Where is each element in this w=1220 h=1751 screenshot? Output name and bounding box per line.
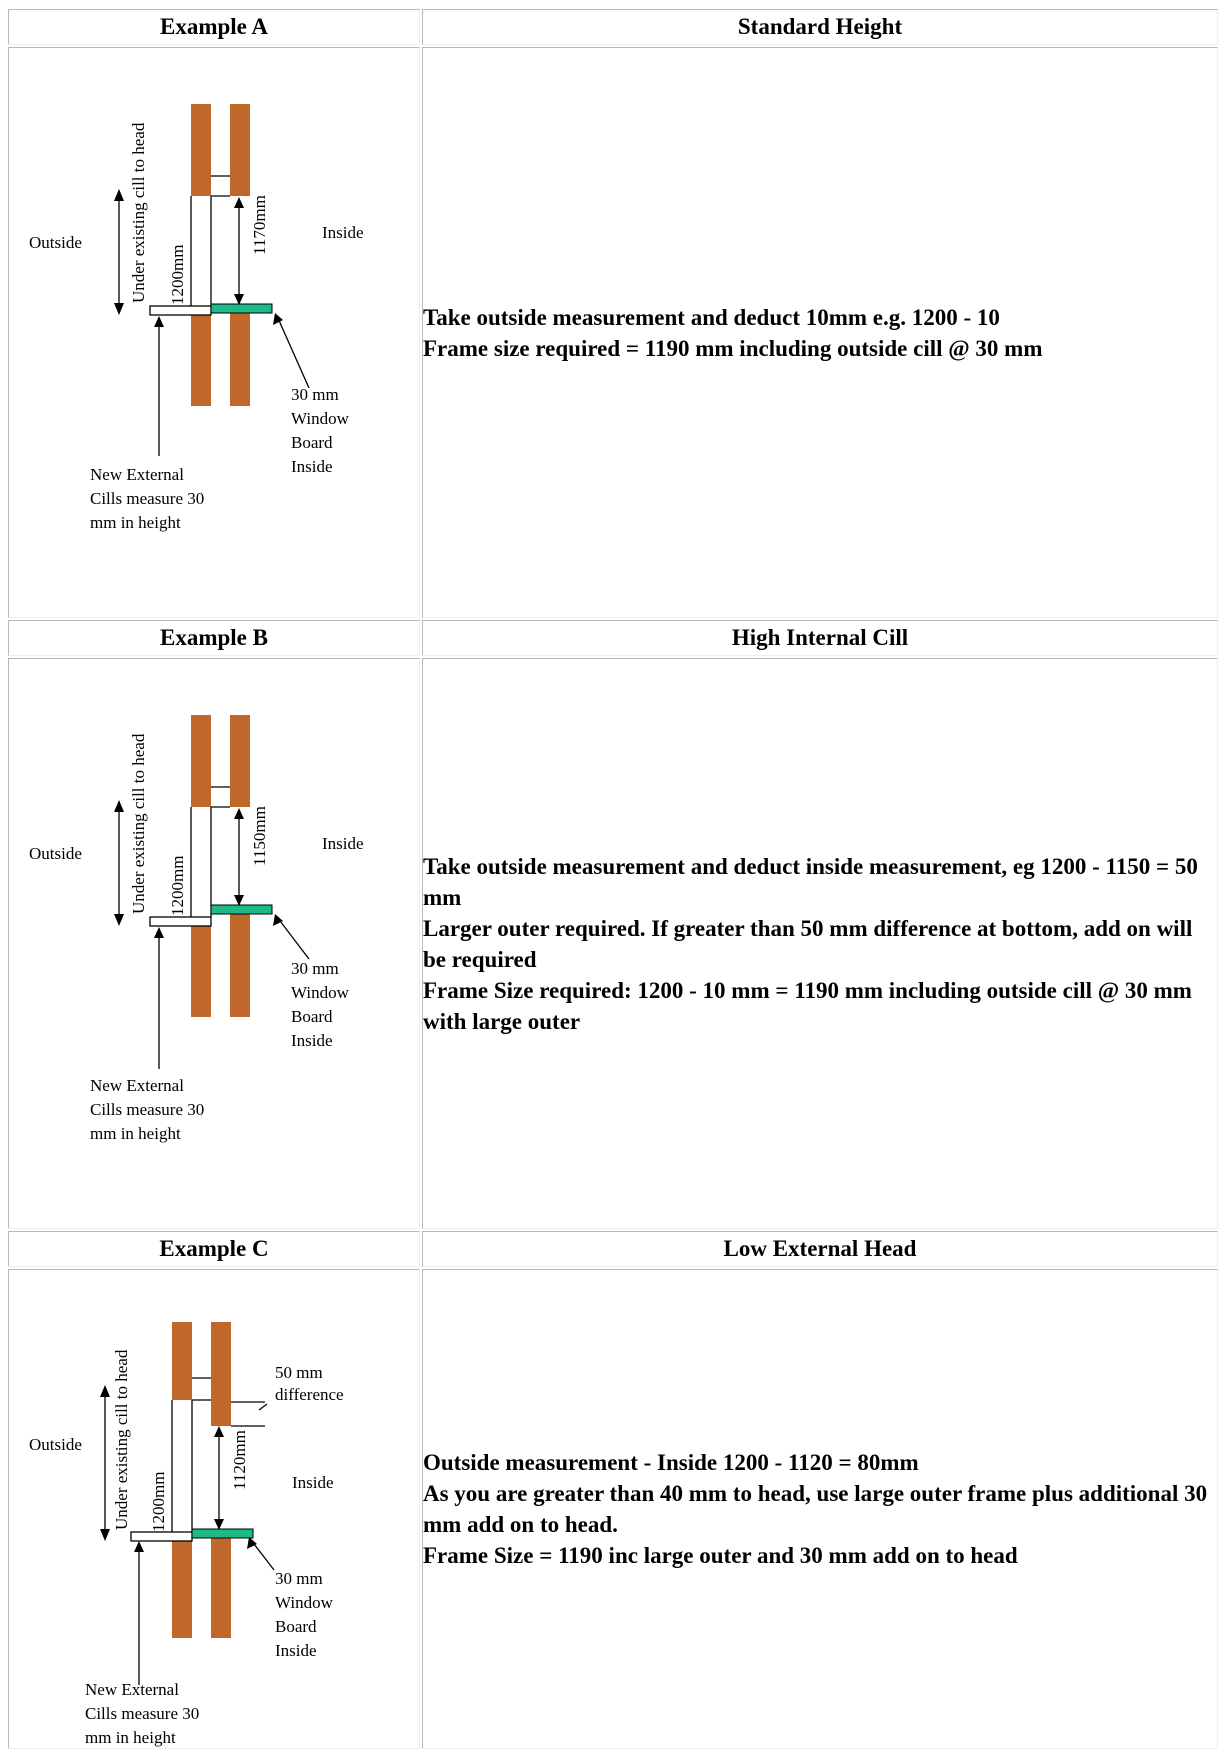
window-measurement-table: Example A Standard Height — [6, 7, 1220, 1751]
wall-inner-top — [230, 104, 250, 196]
instruction-line: Frame Size = 1190 inc large outer and 30… — [423, 1543, 1018, 1568]
inside-label: Inside — [292, 1473, 334, 1492]
section-c-body-row: Under existing cill to head 1200mm 1120m… — [8, 1269, 1218, 1749]
instruction-line: Frame Size required: 1200 - 10 mm = 1190… — [423, 977, 1192, 1034]
instruction-line: Outside measurement - Inside 1200 - 1120… — [423, 1450, 919, 1475]
outside-label: Outside — [29, 1435, 82, 1454]
cill-note-2: Cills measure 30 — [90, 1100, 204, 1119]
cill-note-3: mm in height — [90, 513, 181, 532]
instruction-line: Take outside measurement and deduct 10mm… — [423, 304, 1000, 330]
board-note-4: Inside — [291, 1031, 333, 1050]
inside-label: Inside — [322, 223, 364, 242]
board-note-3: Board — [291, 1007, 333, 1026]
wall-inner-bottom — [211, 1538, 231, 1638]
high-internal-cill-instructions: Take outside measurement and deduct insi… — [422, 658, 1218, 1229]
outside-dimension: 1200mm — [168, 856, 187, 916]
vertical-label: Under existing cill to head — [129, 122, 148, 303]
cill-note-2: Cills measure 30 — [85, 1704, 199, 1723]
example-a-diagram-cell: Under existing cill to head 1200mm 1170m… — [8, 47, 420, 618]
wall-outer-top — [191, 104, 211, 196]
instruction-line: Larger outer required. If greater than 5… — [423, 915, 1193, 972]
cill-note-3: mm in height — [90, 1124, 181, 1143]
example-c-heading: Example C — [8, 1231, 420, 1267]
instruction-line: Take outside measurement and deduct insi… — [423, 853, 1198, 910]
difference-note-1: 50 mm — [275, 1363, 323, 1382]
board-note-1: 30 mm — [291, 385, 339, 404]
outside-label: Outside — [29, 233, 82, 252]
diagram-b: Under existing cill to head 1200mm 1150m… — [29, 715, 364, 1143]
cill-note-1: New External — [85, 1680, 179, 1699]
outside-dimension: 1200mm — [168, 245, 187, 305]
section-a-body-row: Under existing cill to head 1200mm 1170m… — [8, 47, 1218, 618]
cill-note-1: New External — [90, 1076, 184, 1095]
wall-inner-top — [230, 715, 250, 807]
cill-note-1: New External — [90, 465, 184, 484]
board-note-2: Window — [291, 983, 350, 1002]
board-note-1: 30 mm — [275, 1569, 323, 1588]
high-internal-cill-heading: High Internal Cill — [422, 620, 1218, 656]
wall-inner-bottom — [230, 911, 250, 1017]
wall-outer-top — [191, 715, 211, 807]
diagram-c: Under existing cill to head 1200mm 1120m… — [29, 1322, 344, 1747]
vertical-label: Under existing cill to head — [112, 1349, 131, 1530]
example-c-diagram-cell: Under existing cill to head 1200mm 1120m… — [8, 1269, 420, 1749]
board-note-3: Board — [275, 1617, 317, 1636]
inside-dimension: 1150mm — [250, 806, 269, 866]
outside-dimension: 1200mm — [149, 1472, 168, 1532]
inside-dimension: 1170mm — [250, 195, 269, 255]
standard-height-heading: Standard Height — [422, 9, 1218, 45]
low-external-head-heading: Low External Head — [422, 1231, 1218, 1267]
example-b-diagram-cell: Under existing cill to head 1200mm 1150m… — [8, 658, 420, 1229]
board-note-2: Window — [291, 409, 350, 428]
instruction-line: Frame size required = 1190 mm including … — [423, 335, 1043, 361]
inside-label: Inside — [322, 834, 364, 853]
wall-outer-bottom — [172, 1538, 192, 1638]
vertical-label: Under existing cill to head — [129, 733, 148, 914]
wall-outer-bottom — [191, 921, 211, 1017]
outside-label: Outside — [29, 844, 82, 863]
wall-inner-bottom — [230, 310, 250, 406]
wall-outer-bottom — [191, 310, 211, 406]
wall-outer-top — [172, 1322, 192, 1400]
difference-note-2: difference — [275, 1385, 344, 1404]
example-b-heading: Example B — [8, 620, 420, 656]
window-board — [210, 303, 273, 314]
wall-inner-top — [211, 1322, 231, 1426]
board-note-4: Inside — [291, 457, 333, 476]
section-b-body-row: Under existing cill to head 1200mm 1150m… — [8, 658, 1218, 1229]
example-a-heading: Example A — [8, 9, 420, 45]
cill-note-2: Cills measure 30 — [90, 489, 204, 508]
window-board — [191, 1528, 254, 1539]
diagram-a: Under existing cill to head 1200mm 1170m… — [29, 104, 364, 532]
board-note-1: 30 mm — [291, 959, 339, 978]
standard-height-instructions: Take outside measurement and deduct 10mm… — [422, 47, 1218, 618]
window-board — [210, 904, 273, 915]
section-c-header-row: Example C Low External Head — [8, 1231, 1218, 1267]
low-external-head-instructions: Outside measurement - Inside 1200 - 1120… — [422, 1269, 1218, 1749]
cill-note-3: mm in height — [85, 1728, 176, 1747]
board-note-2: Window — [275, 1593, 334, 1612]
instruction-line: As you are greater than 40 mm to head, u… — [423, 1481, 1208, 1537]
board-note-3: Board — [291, 433, 333, 452]
inside-dimension: 1120mm — [230, 1430, 249, 1490]
board-note-4: Inside — [275, 1641, 317, 1660]
section-a-header-row: Example A Standard Height — [8, 9, 1218, 45]
section-b-header-row: Example B High Internal Cill — [8, 620, 1218, 656]
